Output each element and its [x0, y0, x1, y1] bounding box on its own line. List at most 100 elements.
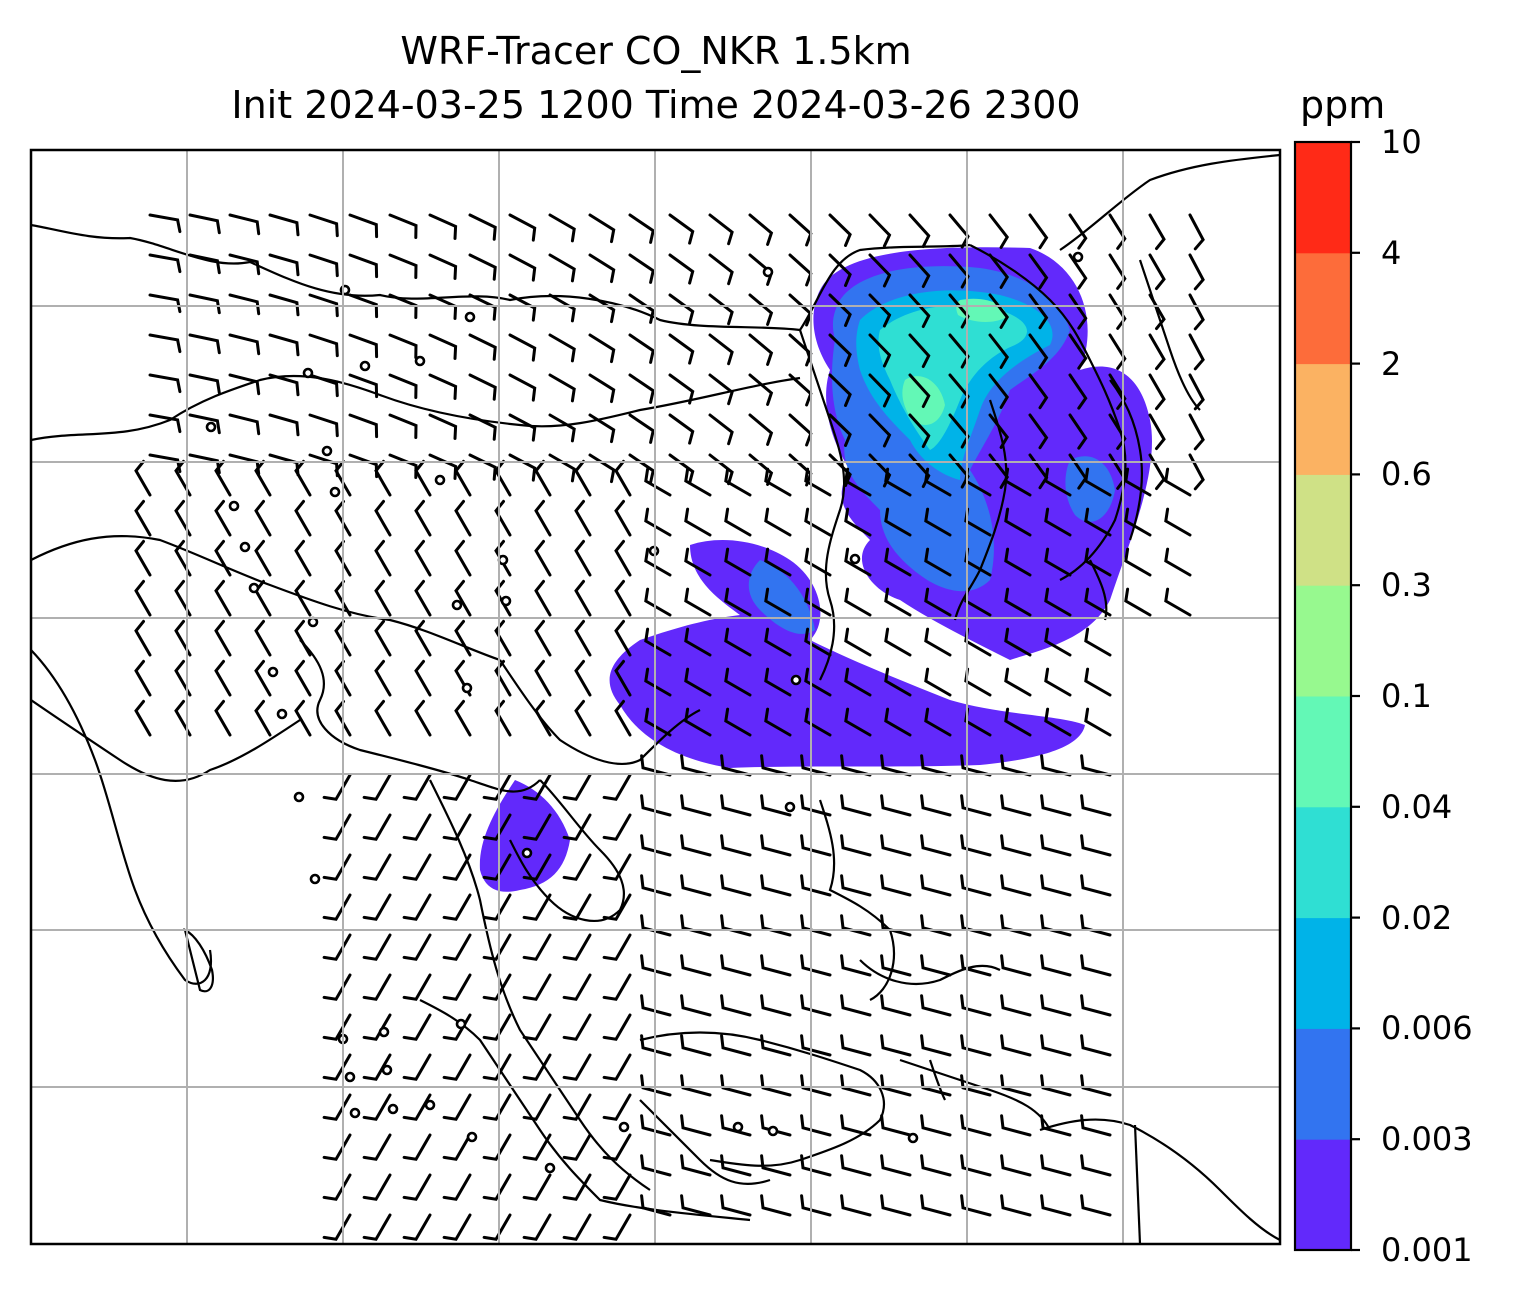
wind-barb — [708, 453, 734, 486]
wind-barb — [454, 579, 472, 617]
wind-barb — [308, 373, 339, 398]
wind-barb — [760, 794, 792, 817]
wind-barb — [1040, 1114, 1072, 1137]
wind-barb — [442, 893, 472, 921]
wind-barb — [748, 413, 774, 446]
wind-barb — [1188, 413, 1205, 451]
wind-barb — [468, 253, 497, 281]
wind-barb — [602, 853, 632, 881]
wind-barb — [268, 373, 300, 397]
wind-barb — [1080, 754, 1112, 777]
wind-barb — [508, 333, 537, 362]
wind-barb — [800, 994, 832, 1017]
wind-barb — [668, 413, 695, 445]
wind-barb — [880, 874, 912, 897]
wind-barb — [562, 973, 592, 1001]
wind-barb — [640, 1194, 672, 1217]
wind-barb — [800, 1194, 832, 1217]
wind-barb — [268, 453, 300, 477]
wind-barb — [1000, 1074, 1032, 1097]
wind-barb — [800, 874, 832, 897]
wind-barb — [254, 539, 272, 577]
colorbar-tick-label: 0.02 — [1381, 898, 1453, 937]
wind-barb — [322, 1093, 352, 1121]
wind-barb — [294, 499, 312, 537]
wind-barb — [640, 794, 672, 817]
wind-barb — [1004, 507, 1032, 537]
wind-barb — [1028, 253, 1049, 290]
wind-barb — [1080, 954, 1112, 977]
wind-barb — [720, 914, 752, 937]
wind-barb — [800, 794, 832, 817]
wind-barb — [294, 579, 312, 617]
wind-barb — [828, 253, 852, 287]
wind-barb — [548, 333, 576, 363]
colorbar-segment — [1295, 142, 1351, 254]
wind-barb — [522, 1133, 552, 1161]
wind-barb — [644, 667, 672, 697]
colorbar-unit-label: ppm — [1300, 83, 1386, 127]
wind-barb — [760, 914, 792, 937]
wind-barb — [442, 1133, 472, 1161]
wind-barb — [800, 1154, 832, 1177]
wind-barb — [920, 834, 952, 857]
wind-barb — [960, 874, 992, 897]
wind-barb — [1080, 1034, 1112, 1057]
wind-barb — [680, 834, 712, 857]
colorbar-segment — [1295, 585, 1351, 697]
wind-barb — [1084, 547, 1112, 577]
wind-barb — [148, 453, 182, 474]
wind-barb — [804, 707, 832, 737]
wind-barb — [614, 579, 632, 617]
colorbar-segment — [1295, 252, 1351, 365]
wind-barb — [868, 293, 892, 328]
wind-barb — [844, 467, 872, 497]
wind-barb — [840, 1074, 872, 1097]
wind-barb — [764, 467, 792, 497]
wind-barb — [322, 1173, 352, 1201]
wind-barb — [414, 499, 432, 537]
wind-barb — [374, 659, 392, 697]
wind-barb — [684, 667, 712, 697]
wind-barb — [640, 1154, 672, 1177]
wind-barb — [1188, 373, 1205, 411]
calm-wind-marker — [455, 1018, 467, 1030]
wind-barb — [1164, 507, 1192, 537]
wind-barb — [188, 373, 221, 395]
wind-barb — [1124, 547, 1152, 577]
calm-wind-marker — [732, 1121, 744, 1133]
wind-barb — [920, 754, 952, 777]
wind-barb — [960, 1194, 992, 1217]
wind-barb — [960, 954, 992, 977]
wind-barb — [402, 813, 432, 841]
wind-barb — [724, 507, 752, 537]
wind-barb — [840, 794, 872, 817]
wind-barb — [348, 373, 379, 399]
wind-barb — [602, 1093, 632, 1121]
wind-barb — [362, 773, 392, 801]
calm-wind-marker — [329, 486, 341, 498]
wind-barb — [308, 253, 339, 278]
wind-barb — [534, 459, 552, 497]
wind-barb — [428, 453, 458, 480]
wind-barb — [1044, 467, 1072, 497]
wind-barb — [844, 587, 872, 617]
wind-barb — [588, 293, 616, 324]
wind-barb — [254, 659, 272, 697]
wind-barb — [1004, 627, 1032, 657]
wind-barb — [668, 453, 695, 485]
wind-barb — [294, 459, 312, 497]
wind-barb — [602, 1013, 632, 1041]
wind-barb — [720, 1154, 752, 1177]
wind-barb — [442, 773, 472, 801]
wind-barb — [308, 453, 339, 478]
wind-barb — [988, 333, 1010, 369]
wind-barb — [614, 539, 632, 577]
wind-barb — [508, 373, 537, 402]
wind-barb — [1084, 667, 1112, 697]
wind-barb — [134, 619, 152, 657]
colorbar-segment — [1295, 363, 1351, 475]
wind-barb — [680, 754, 712, 777]
wind-barb — [602, 893, 632, 921]
